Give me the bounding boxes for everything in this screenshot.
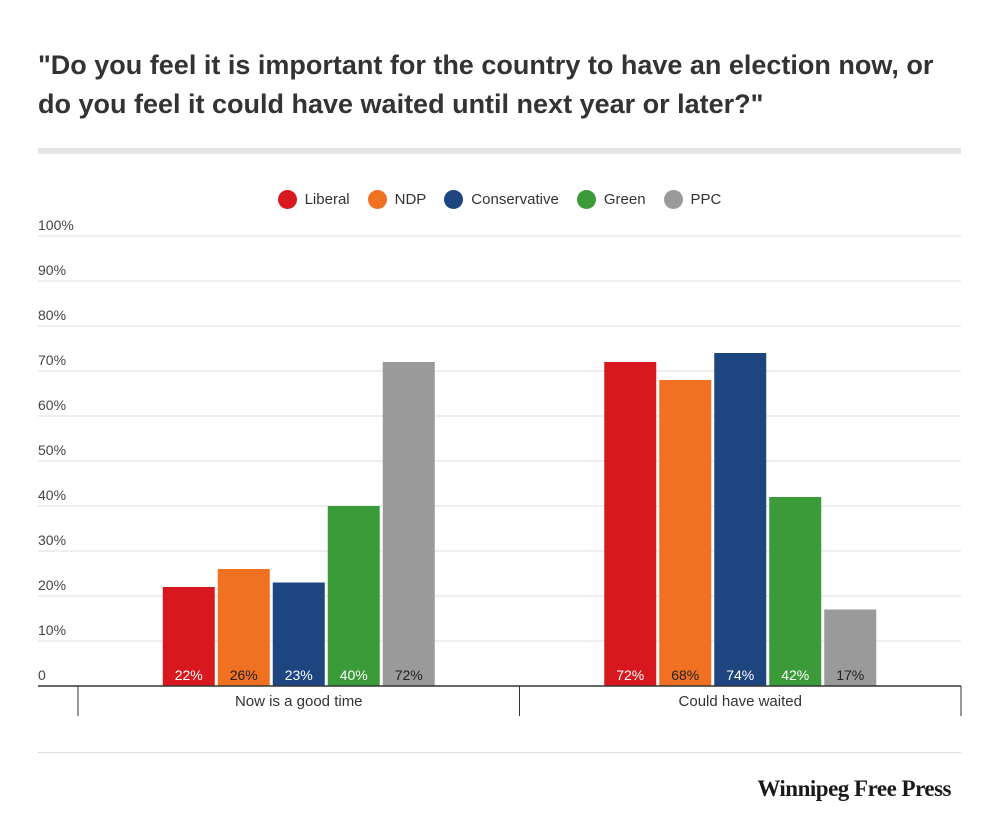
y-tick-label: 40% [38, 487, 66, 503]
legend-swatch-liberal [277, 190, 297, 209]
legend-swatch-ppc [663, 190, 683, 209]
data-label: 72% [616, 667, 644, 683]
y-tick-label: 30% [38, 532, 66, 548]
bar-ndp [217, 569, 270, 686]
bar-ndp [659, 380, 712, 686]
bar-labels: 22% 26% 23% 40% 72% 72% 68% 74% 42% 17% [175, 667, 865, 683]
x-category-label: Now is a good time [235, 693, 363, 710]
legend-item-conservative[interactable]: Conservative [444, 190, 559, 209]
data-label: 23% [285, 667, 313, 683]
bar-conservative [272, 582, 325, 686]
bars [162, 353, 877, 686]
data-label: 42% [781, 667, 809, 683]
footer-divider [38, 752, 961, 753]
legend-label-conservative: Conservative [471, 191, 559, 208]
bar-ppc [382, 362, 435, 686]
bar-green [327, 506, 380, 686]
data-label: 26% [230, 667, 258, 683]
x-axis: Now is a good time Could have waited [38, 685, 962, 716]
bar-conservative [714, 353, 767, 686]
data-label: 22% [175, 667, 203, 683]
legend-swatch-ndp [367, 190, 387, 209]
data-label: 17% [836, 667, 864, 683]
gridlines [38, 235, 961, 642]
y-tick-label: 50% [38, 442, 66, 458]
title-divider [38, 148, 961, 154]
x-category-label: Could have waited [679, 693, 802, 710]
legend-item-green[interactable]: Green [576, 190, 646, 209]
legend-label-ndp: NDP [394, 191, 427, 208]
publisher-logo: Winnipeg Free Press [757, 776, 951, 801]
bar-liberal [604, 362, 657, 686]
legend-item-ppc[interactable]: PPC [663, 190, 722, 209]
y-tick-label: 10% [38, 622, 66, 638]
legend-item-liberal[interactable]: Liberal [277, 190, 350, 209]
chart-title: "Do you feel it is important for the cou… [38, 50, 934, 119]
legend-label-liberal: Liberal [304, 191, 350, 208]
data-label: 40% [340, 667, 368, 683]
legend-item-ndp[interactable]: NDP [367, 190, 427, 209]
y-axis-ticks: 0 10% 20% 30% 40% 50% 60% 70% 80% 90% 100% [38, 217, 74, 683]
bar-ppc [824, 609, 877, 686]
bar-green [769, 497, 822, 686]
legend: Liberal NDP Conservative Green PPC [0, 190, 999, 209]
y-tick-label: 90% [38, 262, 66, 278]
y-tick-label: 0 [38, 667, 46, 683]
legend-label-ppc: PPC [690, 191, 722, 208]
legend-label-green: Green [603, 191, 646, 208]
y-tick-label: 100% [38, 217, 74, 233]
y-tick-label: 80% [38, 307, 66, 323]
legend-swatch-green [576, 190, 596, 209]
y-tick-label: 60% [38, 397, 66, 413]
data-label: 68% [671, 667, 699, 683]
data-label: 74% [726, 667, 754, 683]
y-tick-label: 20% [38, 577, 66, 593]
bar-liberal [162, 587, 215, 686]
legend-swatch-conservative [444, 190, 464, 209]
y-tick-label: 70% [38, 352, 66, 368]
data-label: 72% [395, 667, 423, 683]
